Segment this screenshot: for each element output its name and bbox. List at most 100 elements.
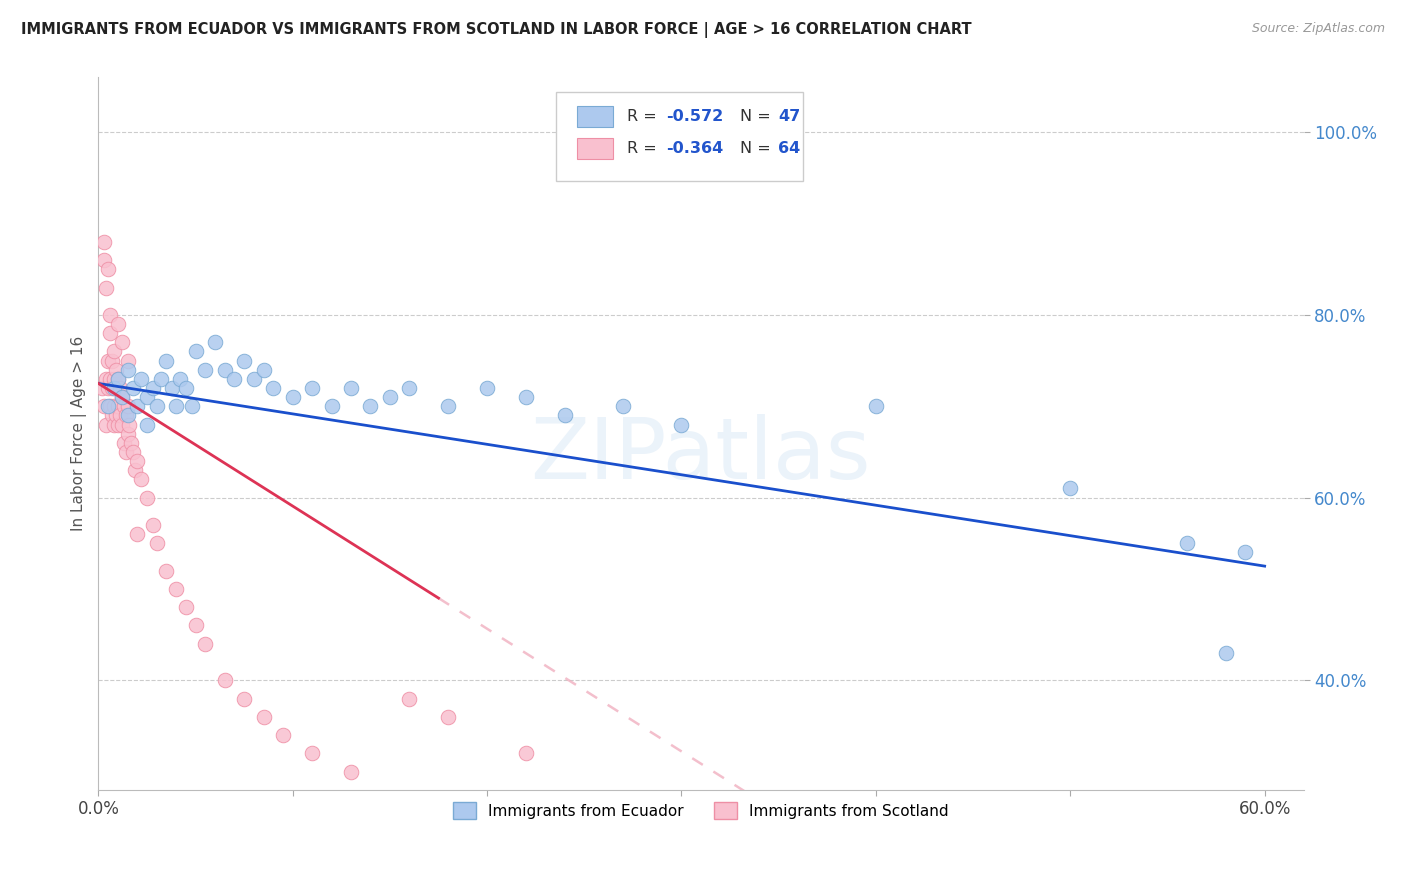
- Point: [114, 409, 136, 423]
- Point: [136, 491, 159, 505]
- Point: [149, 372, 172, 386]
- Point: [321, 399, 343, 413]
- Text: 64: 64: [778, 141, 800, 156]
- Point: [124, 463, 146, 477]
- Point: [97, 262, 120, 277]
- Point: [107, 417, 129, 432]
- Point: [1215, 646, 1237, 660]
- Point: [142, 518, 165, 533]
- Point: [174, 600, 197, 615]
- Point: [117, 426, 139, 441]
- Point: [101, 409, 124, 423]
- Text: N =: N =: [740, 141, 775, 156]
- Point: [107, 372, 129, 386]
- Point: [1059, 482, 1081, 496]
- Point: [252, 363, 274, 377]
- Point: [127, 399, 149, 413]
- Point: [98, 372, 121, 386]
- Point: [94, 280, 117, 294]
- Point: [184, 618, 207, 632]
- Point: [271, 728, 294, 742]
- Point: [145, 536, 167, 550]
- Point: [515, 747, 537, 761]
- Point: [194, 637, 217, 651]
- Point: [340, 764, 363, 779]
- Point: [612, 399, 634, 413]
- Point: [378, 390, 401, 404]
- Point: [165, 399, 187, 413]
- Point: [233, 691, 256, 706]
- Point: [108, 381, 131, 395]
- Point: [97, 399, 120, 413]
- Point: [117, 409, 139, 423]
- Point: [111, 335, 134, 350]
- Text: R =: R =: [627, 109, 662, 124]
- Point: [103, 417, 125, 432]
- FancyBboxPatch shape: [557, 92, 803, 181]
- Point: [262, 381, 284, 395]
- Point: [398, 691, 420, 706]
- Point: [129, 472, 152, 486]
- Point: [114, 445, 136, 459]
- Point: [107, 399, 129, 413]
- Point: [107, 317, 129, 331]
- Point: [145, 399, 167, 413]
- Point: [515, 390, 537, 404]
- Point: [301, 381, 323, 395]
- Point: [127, 454, 149, 468]
- Point: [118, 417, 141, 432]
- Point: [281, 390, 304, 404]
- Point: [111, 417, 134, 432]
- Point: [98, 308, 121, 322]
- Point: [155, 564, 177, 578]
- Point: [129, 372, 152, 386]
- Point: [98, 326, 121, 341]
- Point: [194, 363, 217, 377]
- Point: [120, 435, 142, 450]
- Bar: [576, 106, 613, 128]
- Point: [122, 445, 145, 459]
- Text: N =: N =: [740, 109, 775, 124]
- Point: [243, 372, 266, 386]
- Point: [104, 363, 127, 377]
- Point: [112, 435, 135, 450]
- Text: -0.572: -0.572: [666, 109, 723, 124]
- Point: [127, 527, 149, 541]
- Text: R =: R =: [627, 141, 662, 156]
- Point: [398, 381, 420, 395]
- Legend: Immigrants from Ecuador, Immigrants from Scotland: Immigrants from Ecuador, Immigrants from…: [447, 797, 955, 825]
- Point: [111, 390, 134, 404]
- Point: [101, 381, 124, 395]
- Point: [103, 399, 125, 413]
- Point: [104, 381, 127, 395]
- Point: [117, 353, 139, 368]
- Point: [98, 399, 121, 413]
- Point: [122, 381, 145, 395]
- Point: [204, 335, 226, 350]
- Y-axis label: In Labor Force | Age > 16: In Labor Force | Age > 16: [72, 336, 87, 532]
- Point: [174, 381, 197, 395]
- Point: [165, 582, 187, 596]
- Point: [142, 381, 165, 395]
- Point: [437, 710, 460, 724]
- Text: ZIPatlas: ZIPatlas: [530, 414, 872, 497]
- Point: [112, 399, 135, 413]
- Point: [360, 399, 382, 413]
- Point: [103, 344, 125, 359]
- Point: [94, 417, 117, 432]
- Point: [1234, 545, 1257, 559]
- Point: [865, 399, 887, 413]
- Point: [233, 353, 256, 368]
- Point: [136, 390, 159, 404]
- Point: [214, 363, 236, 377]
- Text: Source: ZipAtlas.com: Source: ZipAtlas.com: [1251, 22, 1385, 36]
- Point: [340, 381, 363, 395]
- Point: [93, 253, 115, 268]
- Point: [301, 747, 323, 761]
- Point: [224, 372, 246, 386]
- Point: [97, 353, 120, 368]
- Point: [214, 673, 236, 688]
- Point: [155, 353, 177, 368]
- Bar: [576, 138, 613, 160]
- Point: [169, 372, 191, 386]
